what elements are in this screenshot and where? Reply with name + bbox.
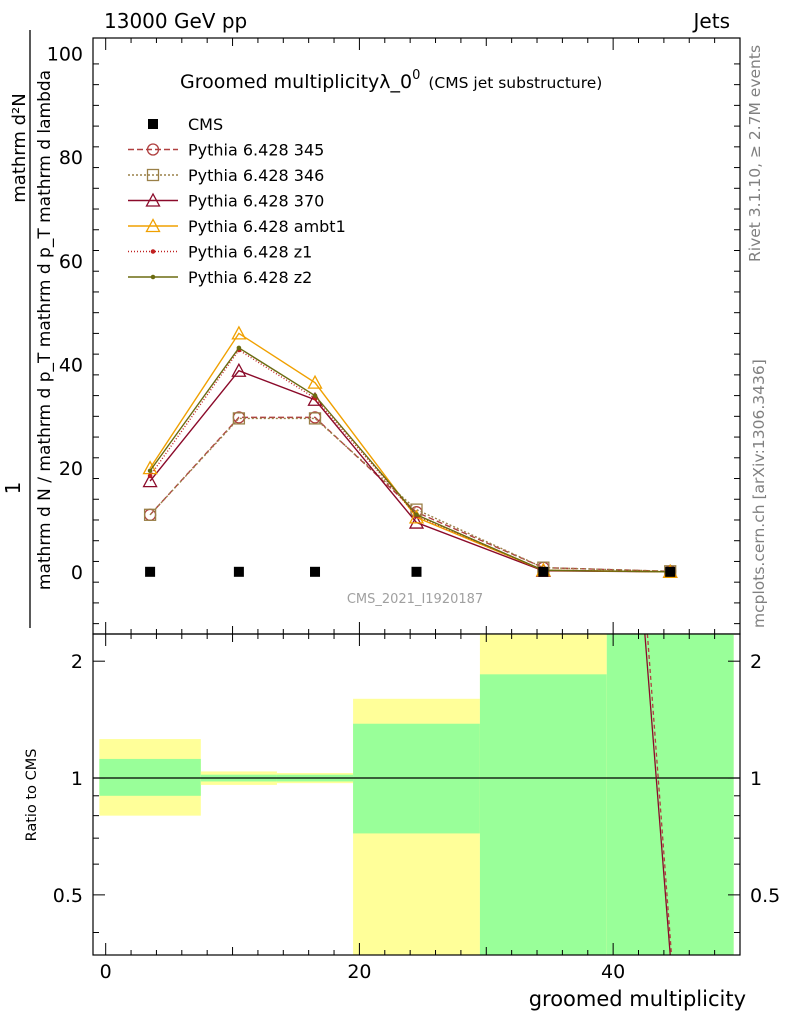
legend-marker-0: [146, 143, 160, 156]
series-2-point-1: [231, 362, 247, 377]
chart-title-sub: (CMS jet substructure): [428, 74, 602, 92]
y-tick-label-20: 20: [59, 458, 83, 480]
legend-label-1: Pythia 6.428 346: [188, 166, 324, 185]
ratio-tick-label-right-1: 1: [750, 768, 762, 790]
series-line-2: [149, 369, 671, 573]
series-5-point-0: [147, 468, 153, 474]
ratio-frame: [92, 633, 741, 956]
cms-point-3: [411, 566, 422, 577]
series-1-point-1: [232, 412, 246, 425]
chart-title: Groomed multiplicityλ_00 (CMS jet substru…: [180, 68, 602, 93]
cms-point-0: [145, 566, 156, 577]
header-process: Jets: [692, 9, 730, 33]
cms-point-2: [310, 566, 321, 577]
analysis-watermark: CMS_2021_I1920187: [347, 592, 483, 607]
xlabel: groomed multiplicity: [529, 987, 746, 1011]
ylabel-prefactor: 1: [1, 482, 25, 495]
series-3-point-1: [231, 325, 247, 340]
ylabel-numerator: mathrm d²N: [9, 93, 30, 202]
legend-marker-3: [145, 218, 161, 233]
ratio-tick-label-left-1: 1: [71, 768, 83, 790]
y-tick-label-80: 80: [59, 147, 83, 169]
ratio-band-green-0: [99, 758, 201, 796]
chart-title-sup: 0: [412, 68, 420, 83]
chart-title-main: Groomed multiplicityλ_0: [180, 71, 412, 93]
legend-cms-marker: [148, 119, 158, 129]
main-panel: 0 20 40 60 80 100: [47, 37, 741, 635]
series-2-point-3: [408, 514, 425, 529]
series-3-point-2: [307, 374, 323, 389]
series-line-0: [149, 416, 671, 572]
legend-label-4: Pythia 6.428 z1: [188, 243, 312, 262]
series-4-point-0: [147, 473, 153, 479]
ratio-tick-label-left-2: 2: [71, 651, 83, 673]
ratio-curve-0: [644, 633, 671, 956]
series-1-point-2: [308, 412, 322, 425]
series-5-point-3: [414, 512, 419, 518]
ylabel-denominator: mathrm d N / mathrm d p_T mathrm d p_T m…: [35, 70, 55, 590]
x-tick-label-0: 0: [100, 961, 112, 983]
legend-marker-5: [150, 274, 156, 280]
header-energy: 13000 GeV pp: [104, 9, 247, 33]
ratio-panel: 0 20 40 0.5 0.5 1 1 2 2: [53, 633, 780, 983]
y-tick-label-100: 100: [47, 44, 83, 66]
x-tick-label-40: 40: [601, 961, 625, 983]
legend-label-5: Pythia 6.428 z2: [188, 268, 312, 287]
legend: CMS Pythia 6.428 345 Pythia 6.428 346 Pythi…: [128, 115, 346, 287]
ratio-tick-label-left-0.5: 0.5: [53, 885, 83, 907]
x-tick-label-20: 20: [347, 961, 371, 983]
series-1-point-0: [143, 508, 157, 521]
legend-marker-2: [145, 192, 161, 207]
series-5-point-1: [236, 345, 242, 351]
series-line-5: [149, 346, 671, 573]
legend-cms-label: CMS: [188, 115, 223, 134]
series-2-point-0: [142, 473, 158, 488]
rivet-version: Rivet 3.1.10, ≥ 2.7M events: [746, 45, 764, 262]
y-tick-label-60: 60: [59, 251, 83, 273]
legend-marker-4: [150, 249, 156, 254]
legend-label-0: Pythia 6.428 345: [188, 141, 324, 160]
cms-point-1: [233, 566, 244, 577]
series-line-1: [149, 417, 671, 572]
ratio-band-green-5: [606, 634, 734, 955]
legend-label-3: Pythia 6.428 ambt1: [188, 217, 346, 236]
cms-point-4: [538, 566, 549, 577]
y-tick-label-0: 0: [71, 562, 83, 584]
ratio-ylabel: Ratio to CMS: [24, 749, 40, 842]
ratio-tick-label-right-0.5: 0.5: [750, 885, 780, 907]
mcplots-reference: mcplots.cern.ch [arXiv:1306.3436]: [750, 359, 768, 628]
ratio-curve-1: [646, 633, 673, 956]
ratio-band-green-4: [479, 674, 607, 955]
y-tick-label-40: 40: [59, 355, 83, 377]
series-5-point-2: [312, 393, 318, 398]
ratio-tick-label-right-2: 2: [750, 651, 762, 673]
legend-marker-1: [146, 168, 160, 182]
legend-label-2: Pythia 6.428 370: [188, 192, 324, 211]
series-line-3: [149, 332, 671, 573]
cms-point-5: [665, 566, 676, 577]
